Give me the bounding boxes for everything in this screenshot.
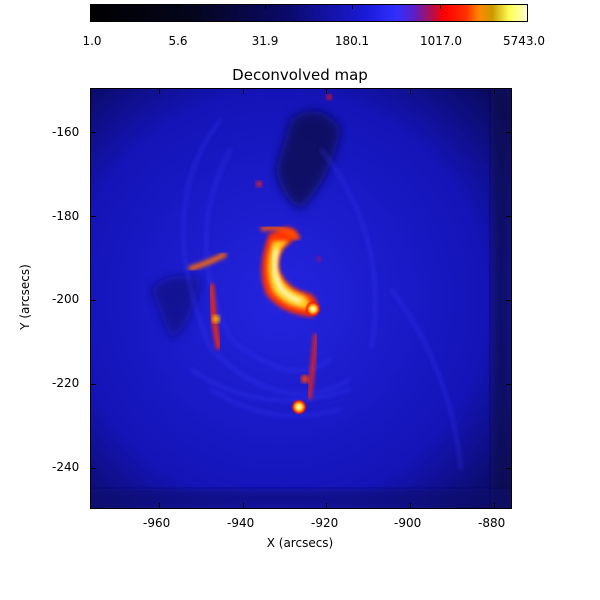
x-tick-label: -880 xyxy=(478,516,506,530)
colorbar-tick-label: 1017.0 xyxy=(420,34,462,48)
y-tick-label: -240 xyxy=(52,460,80,474)
y-tick-label: -200 xyxy=(52,292,80,306)
colorbar-tick-label: 31.9 xyxy=(251,34,279,48)
colorbar-tick-label: 1.0 xyxy=(82,34,102,48)
colorbar xyxy=(90,4,528,22)
y-axis-label: Y (arcsecs) xyxy=(17,264,32,330)
colorbar-gradient xyxy=(91,5,527,21)
solar-flare-map xyxy=(91,89,511,508)
colorbar-tick-label: 5.6 xyxy=(168,34,188,48)
axis-ticks xyxy=(90,88,512,509)
deconvolved-map-image xyxy=(90,88,512,509)
y-tick-label: -160 xyxy=(52,125,80,139)
plot-title: Deconvolved map xyxy=(232,66,368,84)
colorbar-tick-label: 180.1 xyxy=(334,34,370,48)
x-tick-label: -900 xyxy=(394,516,422,530)
x-tick-label: -920 xyxy=(311,516,339,530)
y-tick-label: -220 xyxy=(52,376,80,390)
x-axis-label: X (arcsecs) xyxy=(266,536,334,550)
x-tick-label: -940 xyxy=(227,516,255,530)
colorbar-tick-label: 5743.0 xyxy=(503,34,545,48)
y-tick-label: -180 xyxy=(52,209,80,223)
x-tick-label: -960 xyxy=(143,516,171,530)
colorbar-ticks xyxy=(90,4,528,22)
